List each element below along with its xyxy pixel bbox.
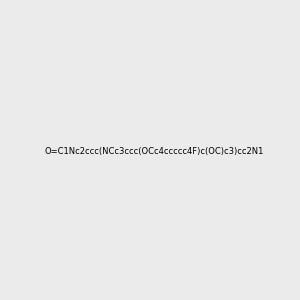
Text: O=C1Nc2ccc(NCc3ccc(OCc4ccccc4F)c(OC)c3)cc2N1: O=C1Nc2ccc(NCc3ccc(OCc4ccccc4F)c(OC)c3)c… <box>44 147 263 156</box>
